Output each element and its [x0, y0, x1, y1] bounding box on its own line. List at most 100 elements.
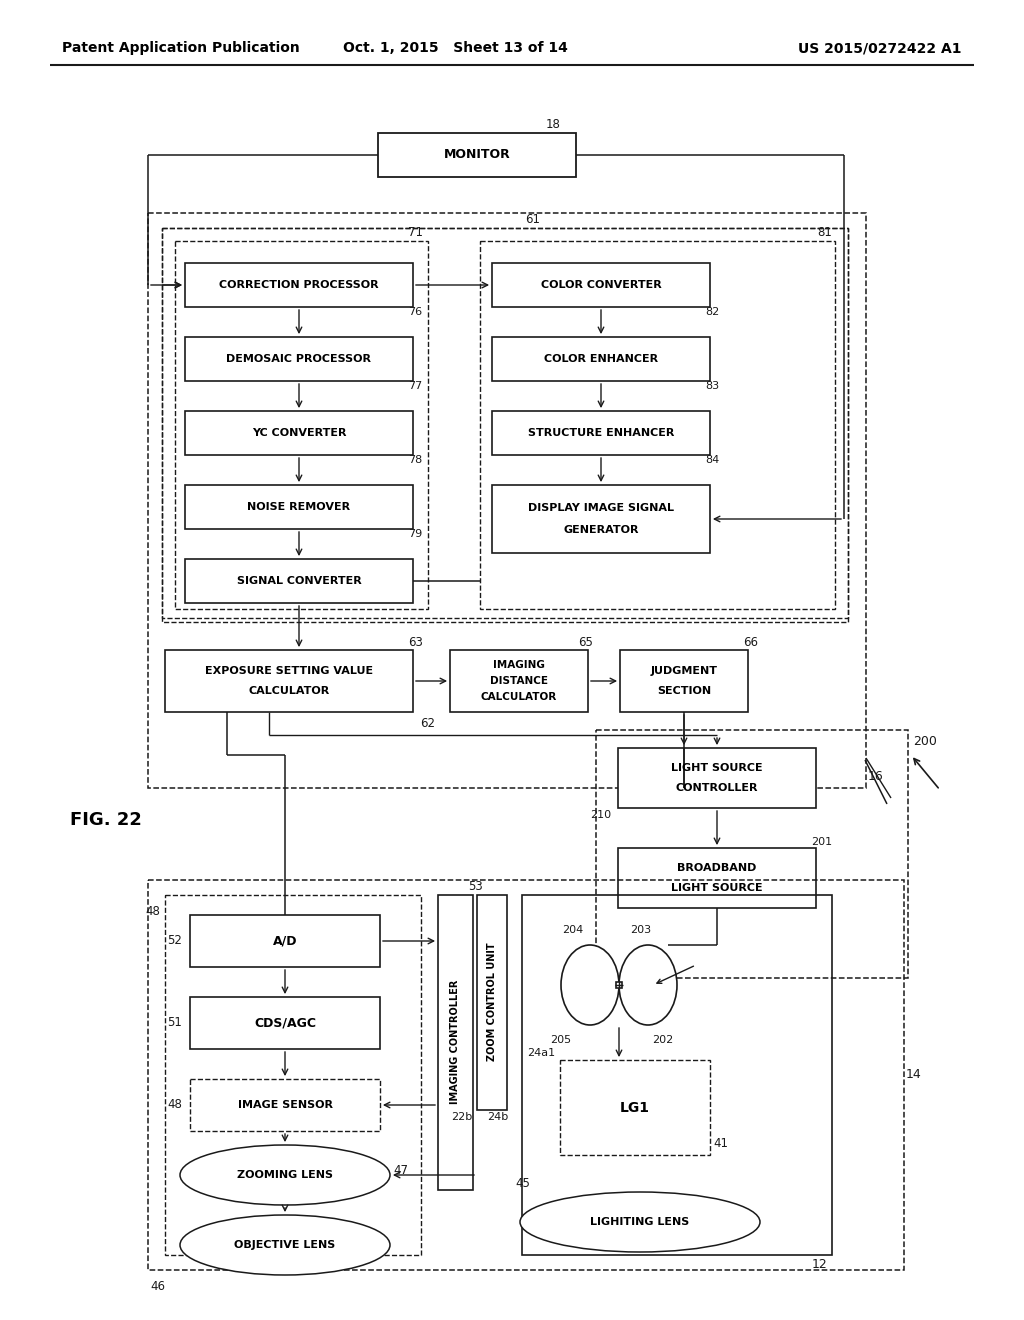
Bar: [185, 411, 413, 455]
Text: 41: 41: [713, 1137, 728, 1150]
Text: 203: 203: [630, 925, 651, 935]
Text: 53: 53: [468, 880, 482, 894]
Text: 16: 16: [868, 770, 884, 783]
Text: LIGHITING LENS: LIGHITING LENS: [591, 1217, 689, 1228]
Bar: [175, 242, 428, 609]
Text: 63: 63: [408, 636, 423, 649]
Text: 200: 200: [913, 735, 937, 748]
Text: 76: 76: [408, 308, 422, 317]
Text: 24a1: 24a1: [527, 1048, 555, 1059]
Text: LG1: LG1: [620, 1101, 650, 1114]
Bar: [477, 895, 507, 1110]
Bar: [148, 880, 904, 1270]
Text: 78: 78: [408, 455, 422, 465]
Text: 51: 51: [167, 1016, 182, 1030]
Text: 204: 204: [562, 925, 584, 935]
Text: 52: 52: [167, 935, 182, 948]
Bar: [162, 228, 848, 618]
Bar: [190, 1078, 380, 1131]
Text: LIGHT SOURCE: LIGHT SOURCE: [671, 883, 763, 894]
Text: OBJECTIVE LENS: OBJECTIVE LENS: [234, 1239, 336, 1250]
Text: 84: 84: [705, 455, 719, 465]
Bar: [185, 558, 413, 603]
Text: 79: 79: [408, 529, 422, 539]
Bar: [165, 649, 413, 711]
Ellipse shape: [618, 945, 677, 1026]
Bar: [190, 915, 380, 968]
Bar: [148, 213, 866, 788]
Ellipse shape: [180, 1144, 390, 1205]
Text: 61: 61: [525, 213, 540, 226]
Text: BROADBAND: BROADBAND: [677, 863, 757, 873]
Text: IMAGING: IMAGING: [494, 660, 545, 671]
Text: 71: 71: [408, 226, 423, 239]
Text: US 2015/0272422 A1: US 2015/0272422 A1: [799, 41, 962, 55]
Bar: [438, 895, 473, 1191]
Text: ZOOM CONTROL UNIT: ZOOM CONTROL UNIT: [487, 942, 497, 1061]
Text: 14: 14: [906, 1068, 922, 1081]
Text: 202: 202: [652, 1035, 673, 1045]
Text: 82: 82: [705, 308, 719, 317]
Text: YC CONVERTER: YC CONVERTER: [252, 428, 346, 438]
Text: 77: 77: [408, 381, 422, 391]
Text: CALCULATOR: CALCULATOR: [249, 686, 330, 697]
Text: JUDGMENT: JUDGMENT: [650, 665, 718, 676]
Text: CONTROLLER: CONTROLLER: [676, 783, 758, 793]
Text: SECTION: SECTION: [657, 686, 711, 697]
Text: STRUCTURE ENHANCER: STRUCTURE ENHANCER: [527, 428, 674, 438]
Text: 62: 62: [420, 717, 435, 730]
Text: COLOR CONVERTER: COLOR CONVERTER: [541, 280, 662, 290]
Bar: [185, 263, 413, 308]
Bar: [185, 484, 413, 529]
Bar: [618, 847, 816, 908]
Text: DISPLAY IMAGE SIGNAL: DISPLAY IMAGE SIGNAL: [528, 503, 674, 512]
Text: 12: 12: [811, 1258, 827, 1271]
Text: Patent Application Publication: Patent Application Publication: [62, 41, 300, 55]
Text: LIGHT SOURCE: LIGHT SOURCE: [671, 763, 763, 774]
Bar: [480, 242, 835, 609]
Bar: [618, 748, 816, 808]
Text: 46: 46: [150, 1280, 165, 1294]
Text: NOISE REMOVER: NOISE REMOVER: [248, 502, 350, 512]
Bar: [620, 649, 748, 711]
Text: EXPOSURE SETTING VALUE: EXPOSURE SETTING VALUE: [205, 665, 373, 676]
Text: Oct. 1, 2015   Sheet 13 of 14: Oct. 1, 2015 Sheet 13 of 14: [343, 41, 567, 55]
Ellipse shape: [561, 945, 618, 1026]
Text: DEMOSAIC PROCESSOR: DEMOSAIC PROCESSOR: [226, 354, 372, 364]
Text: IMAGE SENSOR: IMAGE SENSOR: [238, 1100, 333, 1110]
Text: CALCULATOR: CALCULATOR: [481, 692, 557, 701]
Bar: [596, 730, 908, 978]
Text: 48: 48: [167, 1098, 182, 1111]
Text: 22b: 22b: [451, 1111, 472, 1122]
Bar: [492, 484, 710, 553]
Text: 81: 81: [817, 226, 831, 239]
Text: CORRECTION PROCESSOR: CORRECTION PROCESSOR: [219, 280, 379, 290]
Text: SIGNAL CONVERTER: SIGNAL CONVERTER: [237, 576, 361, 586]
Bar: [450, 649, 588, 711]
Text: DISTANCE: DISTANCE: [490, 676, 548, 686]
Text: 66: 66: [743, 636, 758, 649]
Text: A/D: A/D: [272, 935, 297, 948]
Bar: [165, 895, 421, 1255]
Ellipse shape: [520, 1192, 760, 1251]
Bar: [522, 895, 831, 1255]
Text: GENERATOR: GENERATOR: [563, 525, 639, 536]
Text: 205: 205: [550, 1035, 571, 1045]
Text: MONITOR: MONITOR: [443, 149, 510, 161]
Text: FIG. 22: FIG. 22: [70, 810, 142, 829]
Bar: [492, 337, 710, 381]
Ellipse shape: [180, 1214, 390, 1275]
Text: ZOOMING LENS: ZOOMING LENS: [237, 1170, 333, 1180]
Text: 65: 65: [578, 636, 593, 649]
Text: 45: 45: [515, 1177, 529, 1191]
Bar: [492, 411, 710, 455]
Text: COLOR ENHANCER: COLOR ENHANCER: [544, 354, 658, 364]
Text: 83: 83: [705, 381, 719, 391]
Text: 47: 47: [393, 1163, 408, 1176]
Bar: [378, 133, 575, 177]
Text: 48: 48: [145, 906, 160, 917]
Bar: [185, 337, 413, 381]
Text: 18: 18: [546, 117, 561, 131]
Text: 24b: 24b: [487, 1111, 508, 1122]
Bar: [190, 997, 380, 1049]
